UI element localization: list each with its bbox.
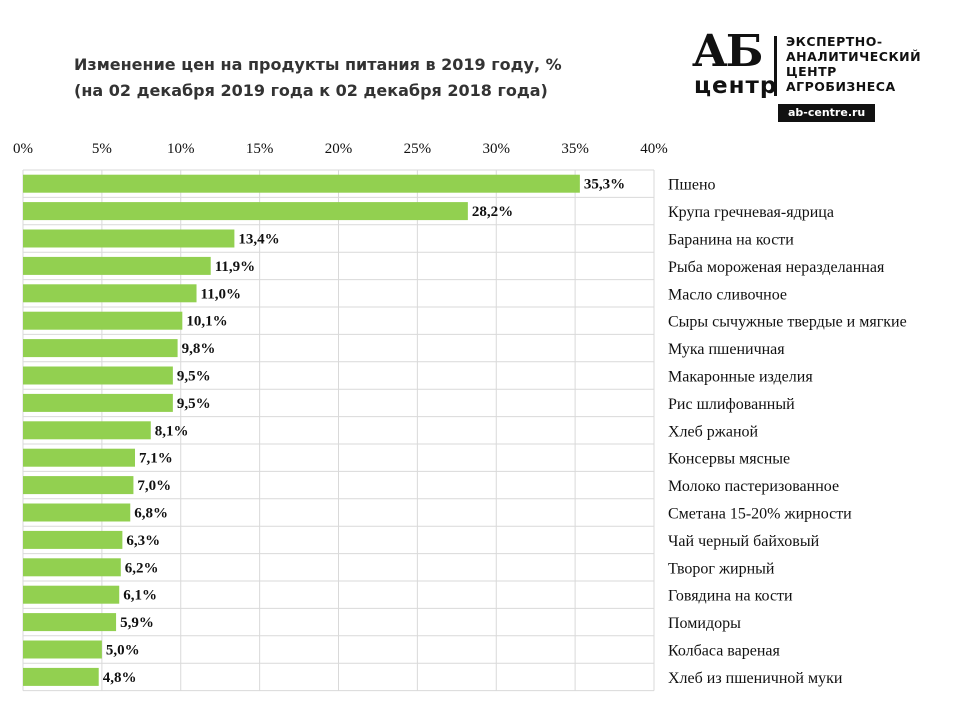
data-label: 10,1%: [186, 314, 227, 330]
chart-title-block: Изменение цен на продукты питания в 2019…: [74, 52, 562, 104]
logo-line: ЭКСПЕРТНО-: [786, 34, 883, 49]
category-label: Творог жирный: [668, 560, 775, 577]
x-tick-label: 25%: [404, 141, 432, 157]
ab-centre-logo: АБ центр ЭКСПЕРТНО- АНАЛИТИЧЕСКИЙ ЦЕНТР …: [690, 30, 940, 122]
category-label: Молоко пастеризованное: [668, 478, 839, 495]
data-label: 13,4%: [238, 232, 279, 248]
bar: [23, 284, 197, 303]
logo-line: ЦЕНТР: [786, 64, 837, 79]
data-label: 7,0%: [137, 478, 171, 494]
category-label: Помидоры: [668, 615, 741, 632]
bar: [23, 256, 211, 275]
category-label: Баранина на кости: [668, 232, 794, 249]
x-tick-label: 15%: [246, 141, 274, 157]
x-tick-label: 0%: [13, 141, 33, 157]
bar: [23, 530, 123, 549]
data-label: 5,9%: [120, 615, 154, 631]
bar: [23, 366, 173, 385]
bar: [23, 585, 120, 604]
chart-title: Изменение цен на продукты питания в 2019…: [74, 55, 562, 74]
category-label: Чай черный байховый: [668, 533, 820, 550]
category-label: Консервы мясные: [668, 451, 790, 468]
bar: [23, 229, 235, 248]
bar: [23, 174, 580, 193]
category-label: Рыба мороженая неразделанная: [668, 259, 885, 276]
x-tick-label: 40%: [640, 141, 668, 157]
data-label: 35,3%: [584, 177, 625, 193]
chart-subtitle: (на 02 декабря 2019 года к 02 декабря 20…: [74, 81, 548, 100]
category-label: Колбаса вареная: [668, 643, 781, 660]
data-label: 11,0%: [201, 286, 241, 302]
bar: [23, 339, 178, 358]
bar: [23, 613, 117, 632]
data-label: 9,5%: [177, 396, 211, 412]
x-tick-label: 30%: [483, 141, 511, 157]
bar: [23, 476, 134, 495]
data-label: 9,5%: [177, 369, 211, 385]
data-label: 11,9%: [215, 259, 255, 275]
data-label: 6,3%: [126, 533, 160, 549]
bar: [23, 202, 468, 221]
bar: [23, 311, 183, 330]
data-label: 6,8%: [134, 506, 168, 522]
category-label: Сыры сычужные твердые и мягкие: [668, 314, 907, 331]
data-label: 9,8%: [182, 341, 216, 357]
category-label: Крупа гречневая-ядрица: [668, 204, 834, 221]
category-label: Хлеб из пшеничной муки: [668, 670, 843, 687]
data-label: 6,1%: [123, 588, 157, 604]
logo-url: ab-centre.ru: [778, 104, 876, 122]
data-label: 5,0%: [106, 643, 140, 659]
data-label: 4,8%: [103, 670, 137, 686]
category-label: Говядина на кости: [668, 588, 793, 605]
bar: [23, 503, 131, 522]
bar: [23, 448, 136, 467]
x-tick-label: 20%: [325, 141, 353, 157]
category-label: Макаронные изделия: [668, 369, 813, 386]
logo-text-lines: ЭКСПЕРТНО- АНАЛИТИЧЕСКИЙ ЦЕНТР АГРОБИЗНЕ…: [786, 34, 921, 94]
bar: [23, 640, 102, 659]
logo-line: АНАЛИТИЧЕСКИЙ: [786, 49, 922, 64]
bar: [23, 421, 151, 440]
logo-line: АГРОБИЗНЕСА: [786, 79, 896, 94]
x-tick-label: 35%: [561, 141, 589, 157]
data-label: 28,2%: [472, 204, 513, 220]
category-label: Масло сливочное: [668, 286, 787, 303]
data-label: 6,2%: [125, 560, 159, 576]
category-label: Сметана 15-20% жирности: [668, 506, 852, 523]
x-tick-label: 10%: [167, 141, 195, 157]
category-label: Рис шлифованный: [668, 396, 795, 413]
logo-center-word: центр: [694, 73, 778, 99]
category-label: Хлеб ржаной: [668, 423, 759, 440]
data-label: 8,1%: [155, 423, 189, 439]
category-label: Мука пшеничная: [668, 341, 785, 358]
logo-letters: АБ: [692, 26, 763, 77]
category-label: Пшено: [668, 177, 716, 194]
x-tick-label: 5%: [92, 141, 112, 157]
data-label: 7,1%: [139, 451, 173, 467]
bar: [23, 558, 121, 577]
bar: [23, 393, 173, 412]
logo-divider: [774, 36, 777, 96]
bar: [23, 667, 99, 686]
